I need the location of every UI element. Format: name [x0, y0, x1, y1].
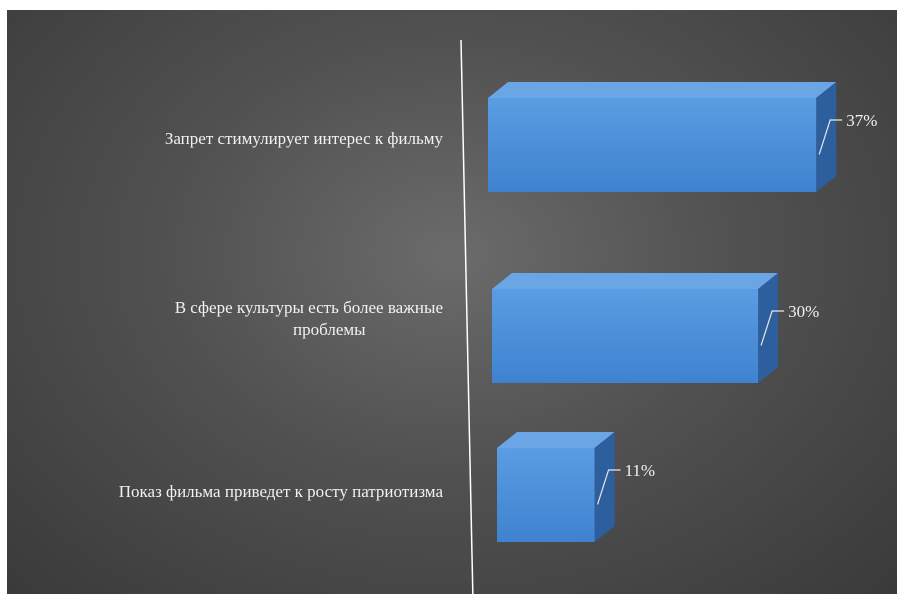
bar-side-face	[758, 273, 779, 383]
chart-area: 37% Запрет стимулирует интерес к фильму 30…	[7, 10, 897, 594]
category-label-line: В сфере культуры есть более важные	[175, 298, 443, 317]
bar-chart: 37% Запрет стимулирует интерес к фильму 30…	[119, 39, 877, 594]
category-label-line: Запрет стимулирует интерес к фильму	[165, 129, 444, 148]
bar-top-face	[492, 273, 779, 289]
bar-1	[488, 82, 837, 192]
category-label: Показ фильма приведет к росту патриотизм…	[119, 482, 444, 501]
category-label: В сфере культуры есть более важные пробле…	[175, 298, 443, 339]
category-axis-line	[460, 39, 474, 594]
value-leader-line	[818, 119, 843, 155]
category-label-line: проблемы	[293, 320, 366, 339]
bar-top-face	[497, 432, 615, 448]
bar-front-face	[497, 448, 595, 542]
value-leader-line	[596, 469, 621, 505]
value-leader-line	[760, 310, 785, 346]
value-label: 30%	[788, 302, 819, 321]
category-label: Запрет стимулирует интерес к фильму	[165, 129, 444, 148]
value-label: 11%	[625, 461, 656, 480]
bar-2	[492, 273, 779, 383]
bar-side-face	[816, 82, 837, 192]
bar-top-face	[488, 82, 837, 98]
bar-front-face	[492, 289, 759, 383]
value-label: 37%	[846, 111, 877, 130]
category-label-line: Показ фильма приведет к росту патриотизм…	[119, 482, 444, 501]
bar-side-face	[594, 432, 615, 542]
bar-3	[497, 432, 615, 542]
bar-front-face	[488, 98, 817, 192]
